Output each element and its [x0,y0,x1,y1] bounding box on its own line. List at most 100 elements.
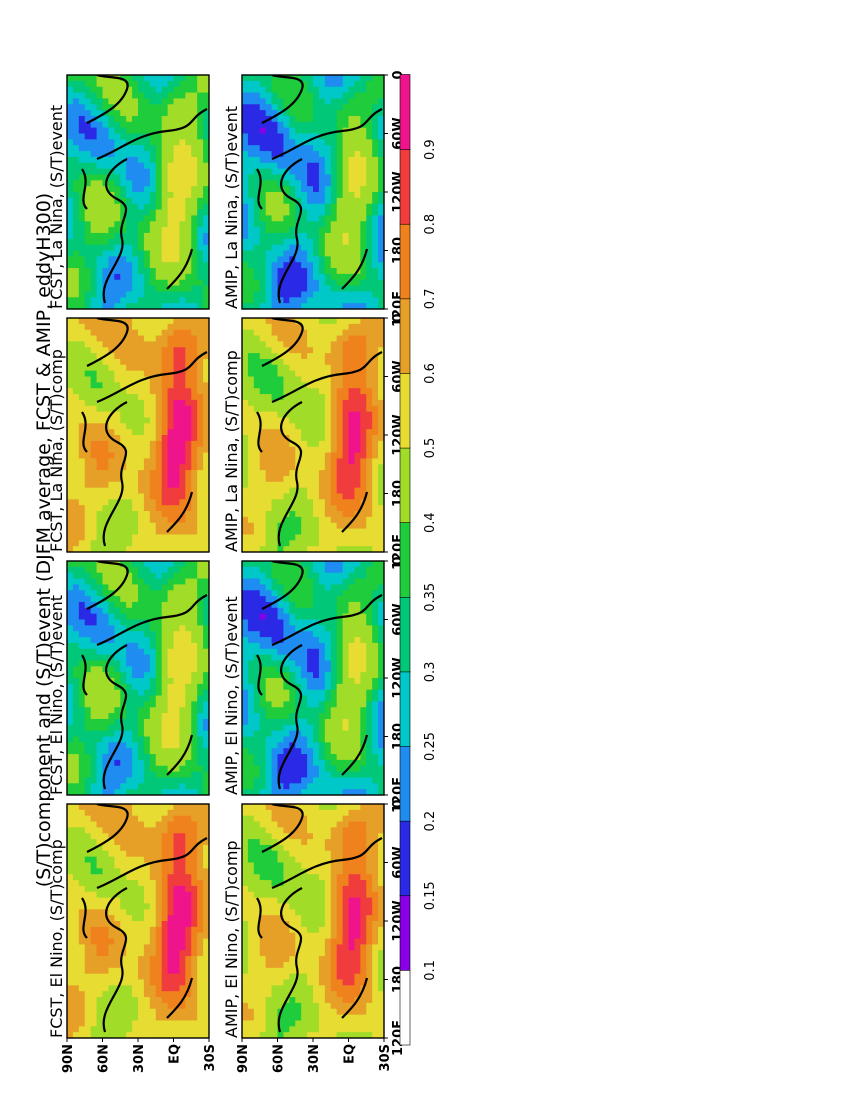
field-cell [324,961,332,968]
field-cell [143,510,151,517]
field-cell [143,607,151,614]
field-cell [90,648,98,655]
field-cell [185,712,192,719]
field-cell [242,896,249,904]
field-cell [143,75,151,81]
field-cell [307,978,314,986]
field-cell [114,718,121,725]
field-cell [265,1008,273,1015]
field-cell [72,765,80,772]
field-cell [307,914,314,921]
field-cell [378,832,384,840]
field-cell [203,683,209,690]
field-cell [72,943,80,951]
field-cell [90,226,98,233]
field-cell [191,815,198,822]
field-cell [120,545,127,552]
field-cell [185,1025,192,1033]
field-cell [242,908,249,916]
field-cell [253,804,261,810]
field-cell [185,753,192,760]
field-cell [173,730,181,737]
field-cell [90,804,98,810]
field-cell [191,583,198,591]
field-cell [84,185,92,192]
field-cell [185,329,192,336]
field-cell [318,955,326,962]
field-cell [265,867,273,875]
field-cell [191,873,198,881]
field-cell [161,238,169,245]
field-cell [301,920,308,927]
field-cell [197,232,204,239]
field-cell [90,416,98,424]
field-cell [155,747,163,755]
field-cell [143,358,151,365]
field-cell [108,741,115,749]
field-cell [179,735,186,743]
field-cell [126,706,133,714]
field-cell [161,539,169,547]
field-cell [155,1019,163,1027]
field-cell [90,273,98,280]
field-cell [120,267,127,274]
field-cell [102,381,110,389]
field-cell [265,908,273,916]
field-cell [67,1031,74,1038]
field-cell [138,765,145,772]
field-cell [149,302,157,309]
field-cell [84,463,92,471]
field-cell [96,856,104,863]
field-cell [167,533,175,541]
field-cell [360,838,367,845]
field-cell [167,97,175,105]
field-cell [132,776,139,784]
field-cell [161,97,169,105]
field-cell [167,451,175,459]
field-cell [143,232,151,239]
field-cell [138,908,145,916]
field-cell [191,446,198,453]
field-cell [197,636,204,643]
field-cell [67,613,74,620]
field-cell [342,804,350,810]
field-cell [242,856,249,863]
field-cell [253,856,261,863]
field-cell [271,937,279,945]
field-cell [102,949,110,957]
field-cell [277,996,285,1003]
field-cell [90,510,98,517]
panel-title: FCST, El Nino, (S/T)comp [47,839,66,1038]
field-cell [307,820,314,828]
field-cell [167,932,175,939]
field-cell [78,618,86,626]
field-cell [102,434,110,441]
field-cell [191,718,198,725]
field-cell [126,463,133,471]
field-cell [191,80,198,87]
field-cell [277,873,285,881]
field-cell [126,352,133,359]
field-cell [283,1019,290,1027]
field-cell [132,607,139,614]
field-cell [318,996,326,1003]
field-cell [330,932,338,939]
field-cell [330,879,338,886]
field-cell [67,630,74,638]
field-cell [161,405,169,412]
field-cell [173,138,181,146]
field-cell [138,323,145,330]
field-cell [197,203,204,210]
field-cell [336,861,344,869]
field-cell [342,1002,350,1009]
field-cell [372,850,379,857]
field-cell [120,179,127,187]
field-cell [72,358,80,365]
field-cell [149,706,157,714]
field-cell [203,908,209,916]
field-cell [132,364,139,371]
field-cell [271,856,279,863]
field-cell [108,961,115,968]
field-cell [126,481,133,488]
field-cell [342,844,350,851]
